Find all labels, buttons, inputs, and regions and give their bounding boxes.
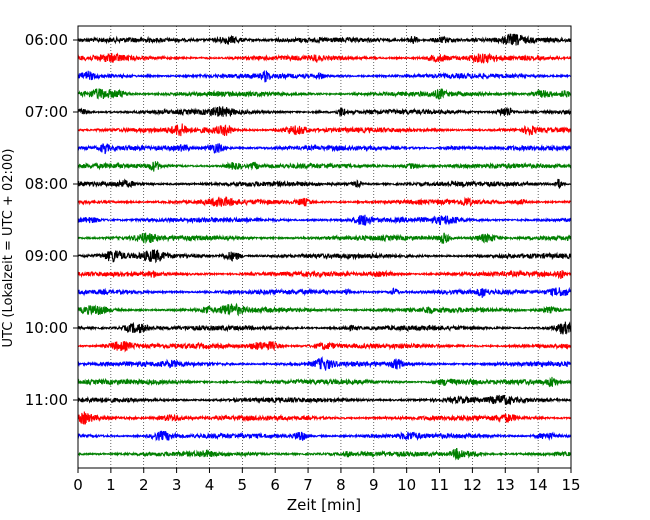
y-axis-label: UTC (Lokalzeit = UTC + 02:00)	[1, 149, 16, 348]
x-tick-label: 11	[430, 476, 449, 494]
plot-frame	[77, 25, 572, 469]
trace-line	[77, 232, 572, 245]
trace-line	[77, 269, 572, 280]
y-axis: 06:00 07:00 08:00 09:00 10:00 11:00	[25, 31, 78, 409]
x-tick-label: 2	[139, 476, 149, 494]
x-tick-label: 9	[369, 476, 379, 494]
x-tick-label: 15	[561, 476, 580, 494]
x-axis-label: Zeit [min]	[287, 496, 361, 514]
x-tick-label: 4	[205, 476, 215, 494]
trace-line	[77, 143, 572, 155]
x-tick-label: 0	[73, 476, 83, 494]
y-tick-label: 07:00	[25, 103, 68, 121]
trace-line	[77, 52, 572, 64]
x-axis: 0 1 2 3 4 5 6 7 8 9 10 11 12 13 14 15	[73, 468, 581, 494]
x-tick-label: 7	[303, 476, 313, 494]
trace-line	[77, 178, 572, 189]
x-tick-label: 5	[238, 476, 248, 494]
trace-line	[77, 394, 572, 406]
trace-line	[77, 430, 572, 442]
trace-line	[77, 123, 572, 137]
trace-line	[77, 302, 572, 317]
trace-line	[77, 70, 572, 83]
x-tick-label: 12	[463, 476, 482, 494]
trace-line	[77, 249, 572, 264]
trace-line	[77, 411, 572, 425]
trace-line	[77, 321, 572, 335]
y-tick-label: 06:00	[25, 31, 68, 49]
trace-line	[77, 161, 572, 172]
x-tick-label: 14	[529, 476, 548, 494]
x-tick-label: 1	[106, 476, 116, 494]
trace-line	[77, 88, 572, 101]
y-tick-label: 09:00	[25, 247, 68, 265]
trace-line	[77, 340, 572, 353]
x-tick-label: 8	[336, 476, 346, 494]
x-tick-label: 3	[172, 476, 182, 494]
x-tick-label: 13	[496, 476, 515, 494]
trace-line	[77, 447, 572, 461]
y-tick-label: 08:00	[25, 175, 68, 193]
trace-line	[77, 376, 572, 388]
x-tick-label: 6	[270, 476, 280, 494]
trace-line	[77, 196, 572, 207]
trace-line	[77, 106, 572, 118]
trace-line	[77, 355, 572, 371]
trace-line	[77, 214, 572, 226]
y-tick-label: 11:00	[25, 391, 68, 409]
trace-line	[77, 33, 572, 46]
trace-line	[77, 286, 572, 298]
y-tick-label: 10:00	[25, 319, 68, 337]
x-tick-label: 10	[397, 476, 416, 494]
trace-group	[77, 33, 572, 461]
